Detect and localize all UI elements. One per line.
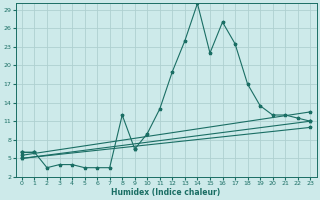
X-axis label: Humidex (Indice chaleur): Humidex (Indice chaleur): [111, 188, 221, 197]
